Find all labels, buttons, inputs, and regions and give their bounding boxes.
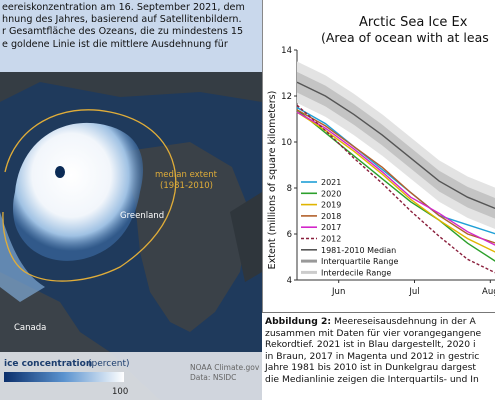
legend-title: ice concentration	[4, 359, 92, 369]
series-line-2017	[296, 111, 495, 246]
credit-noaa: NOAA Climate.gov	[190, 363, 260, 372]
caption-label: Abbildung 2:	[265, 316, 332, 327]
eurasia-land	[0, 72, 262, 102]
caption-line: Jahre 1981 bis 2010 ist in Dunkelgrau da…	[265, 362, 477, 373]
caption-line: Rekordtief. 2021 ist in Blau dargestellt…	[265, 339, 476, 350]
series-line-2018	[296, 109, 495, 244]
legend-label: 2020	[321, 189, 341, 198]
y-tick-label: 12	[281, 92, 292, 102]
caption-line: in Braun, 2017 in Magenta und 2012 in ge…	[265, 350, 480, 362]
x-tick-label: Aug	[482, 287, 495, 297]
y-tick-label: 14	[281, 46, 292, 56]
legend-label: 2012	[321, 235, 341, 244]
map-caption-line: hnung des Jahres, basierend auf Satellit…	[2, 14, 242, 26]
legend-label: 2017	[321, 223, 341, 232]
interquartile-band	[297, 71, 495, 219]
map-caption-line: eereiskonzentration am 16. September 202…	[2, 2, 245, 13]
pole-hole	[55, 166, 65, 178]
legend-label: 2019	[321, 201, 341, 210]
legend-label: 1981-2010 Median	[321, 246, 396, 255]
x-tick-label: Jun	[331, 287, 345, 297]
canada-label: Canada	[14, 323, 46, 333]
plot-area: 4 6 8 10 12 14 Jun Jul Aug 2021 2020 2019 2018 2017 20…	[281, 46, 495, 297]
y-tick-label: 4	[287, 276, 292, 286]
chart-caption: Abbildung 2: Meereseisausdehnung in der …	[262, 312, 495, 400]
greenland-land	[120, 142, 250, 332]
series-line-2012	[296, 104, 495, 274]
map-caption: eereiskonzentration am 16. September 202…	[0, 0, 262, 72]
legend-label: 2021	[321, 178, 341, 187]
series-line-1981-2010-median	[296, 81, 495, 210]
chart-title: Arctic Sea Ice Ex	[359, 15, 468, 30]
series-line-2019	[296, 111, 495, 253]
legend-label: Interdecile Range	[321, 268, 391, 277]
y-tick-label: 8	[287, 184, 292, 194]
credit-nsidc: Data: NSIDC	[190, 373, 236, 382]
legend-label: Interquartile Range	[321, 257, 398, 266]
greenland-label: Greenland	[120, 211, 164, 221]
series-line-2021	[296, 106, 495, 235]
series-line-2020	[296, 109, 495, 262]
legend-label: 2018	[321, 212, 341, 221]
median-label: median extent	[155, 170, 218, 180]
caption-text: Meereseisausdehnung in der A	[331, 316, 476, 327]
map-caption-line: r Gesamtfläche des Ozeans, die zu mindes…	[2, 26, 244, 38]
sea-ice-map: median extent (1981-2010) Greenland Cana…	[0, 72, 262, 400]
map-caption-line: e goldene Linie ist die mittlere Ausdehn…	[2, 38, 228, 50]
median-extent-line	[2, 109, 177, 282]
chart-subtitle: (Area of ocean with at leas	[321, 30, 489, 45]
y-tick-label: 10	[281, 138, 292, 148]
legend-max: 100	[112, 387, 128, 397]
sea-ice-extent	[13, 122, 144, 261]
legend-unit: (percent)	[88, 359, 130, 369]
legend-colorbar	[4, 372, 124, 382]
caption-line: die Medianlinie zeigen die Interquartils…	[265, 373, 479, 385]
sea-ice-chart: Arctic Sea Ice Ex (Area of ocean with at…	[267, 15, 495, 297]
caption-line: zusammen mit Daten für vier vorangegange…	[265, 327, 482, 339]
median-label-years: (1981-2010)	[160, 181, 213, 191]
left-panel: eereiskonzentration am 16. September 202…	[0, 0, 262, 400]
x-tick-label: Jul	[408, 287, 419, 297]
y-axis-label: Extent (millions of square kilometers)	[267, 91, 278, 270]
y-tick-label: 6	[287, 230, 292, 240]
